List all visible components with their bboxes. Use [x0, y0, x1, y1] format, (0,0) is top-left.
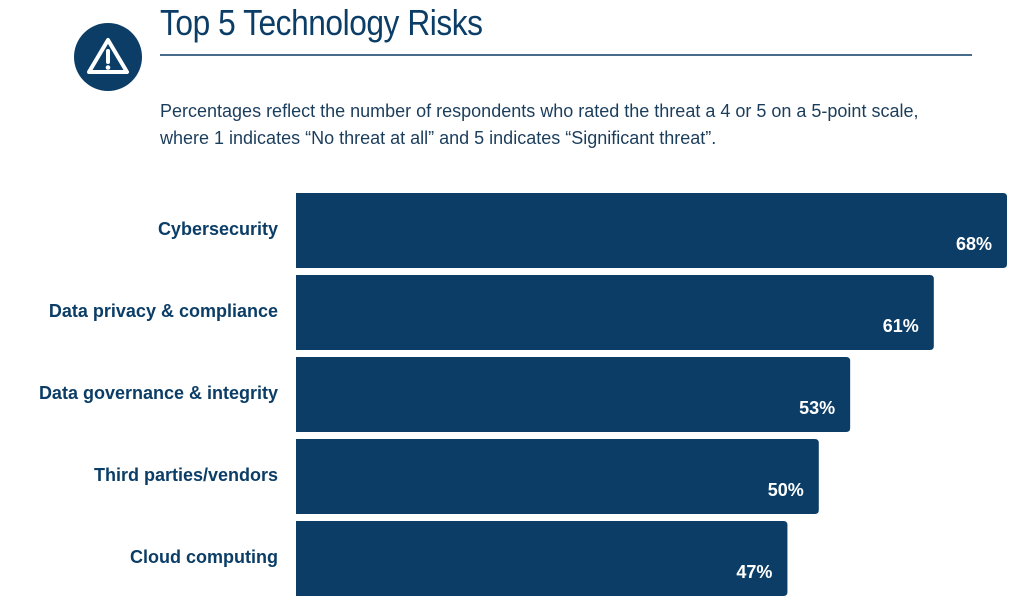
- category-label: Third parties/vendors: [94, 465, 278, 485]
- category-label: Cloud computing: [130, 547, 278, 567]
- chart-subtitle: Percentages reflect the number of respon…: [160, 101, 919, 148]
- category-label: Data governance & integrity: [39, 383, 278, 403]
- bar: [296, 521, 788, 596]
- bar: [296, 193, 1007, 268]
- value-label: 53%: [799, 398, 835, 418]
- value-label: 61%: [883, 316, 919, 336]
- bar: [296, 357, 851, 432]
- chart-title: Top 5 Technology Risks: [160, 2, 483, 43]
- category-label: Data privacy & compliance: [49, 301, 278, 321]
- value-label: 50%: [768, 480, 804, 500]
- value-label: 47%: [736, 562, 772, 582]
- bar: [296, 275, 934, 350]
- category-label: Cybersecurity: [158, 219, 278, 239]
- value-label: 68%: [956, 234, 992, 254]
- warning-icon: [74, 23, 142, 91]
- bar: [296, 439, 819, 514]
